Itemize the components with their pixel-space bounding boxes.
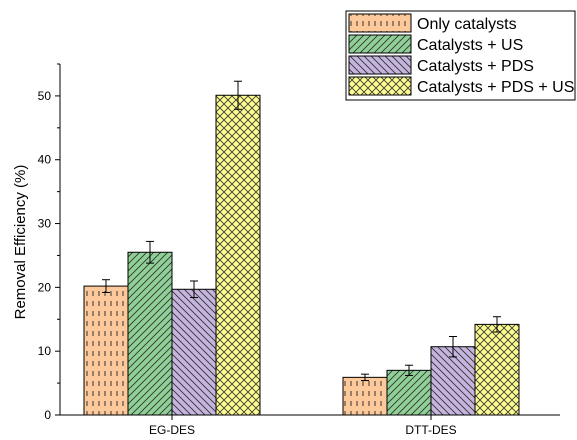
bar xyxy=(171,288,217,416)
legend-item: Catalysts + PDS xyxy=(348,55,534,75)
y-tick-label: 0 xyxy=(44,408,51,422)
x-axis: EG-DES DTT-DES xyxy=(60,414,560,437)
legend-item: Catalysts + PDS + US xyxy=(348,76,574,96)
y-axis: 0 10 20 30 40 50 Removal Efficiency (%) xyxy=(12,63,61,422)
legend-swatch xyxy=(348,55,412,75)
legend: Only catalysts Catalysts + US Catalysts + … xyxy=(345,10,576,101)
legend-label: Catalysts + US xyxy=(417,37,523,54)
legend-label: Only catalysts xyxy=(417,16,517,33)
legend-item: Only catalysts xyxy=(348,13,517,33)
y-ticks: 0 10 20 30 40 50 xyxy=(38,63,60,422)
y-tick-label: 50 xyxy=(38,89,52,103)
bar xyxy=(430,346,476,416)
x-tick-label: DTT-DES xyxy=(405,423,456,437)
bar xyxy=(342,376,388,416)
bar xyxy=(215,94,261,416)
bar xyxy=(127,251,173,416)
legend-swatch xyxy=(348,13,412,33)
legend-swatch xyxy=(348,76,412,96)
bar xyxy=(83,285,129,416)
y-tick-label: 20 xyxy=(38,280,52,294)
y-tick-label: 10 xyxy=(38,344,52,358)
x-ticks: EG-DES DTT-DES xyxy=(149,415,457,437)
legend-label: Catalysts + PDS + US xyxy=(417,79,574,96)
legend-label: Catalysts + PDS xyxy=(417,58,534,75)
legend-swatch xyxy=(348,34,412,54)
bars xyxy=(83,80,520,416)
y-tick-label: 40 xyxy=(38,153,52,167)
bar xyxy=(474,323,520,416)
y-tick-label: 30 xyxy=(38,217,52,231)
y-axis-title: Removal Efficiency (%) xyxy=(12,165,29,320)
legend-item: Catalysts + US xyxy=(348,34,523,54)
x-tick-label: EG-DES xyxy=(149,423,195,437)
bar xyxy=(386,369,432,416)
